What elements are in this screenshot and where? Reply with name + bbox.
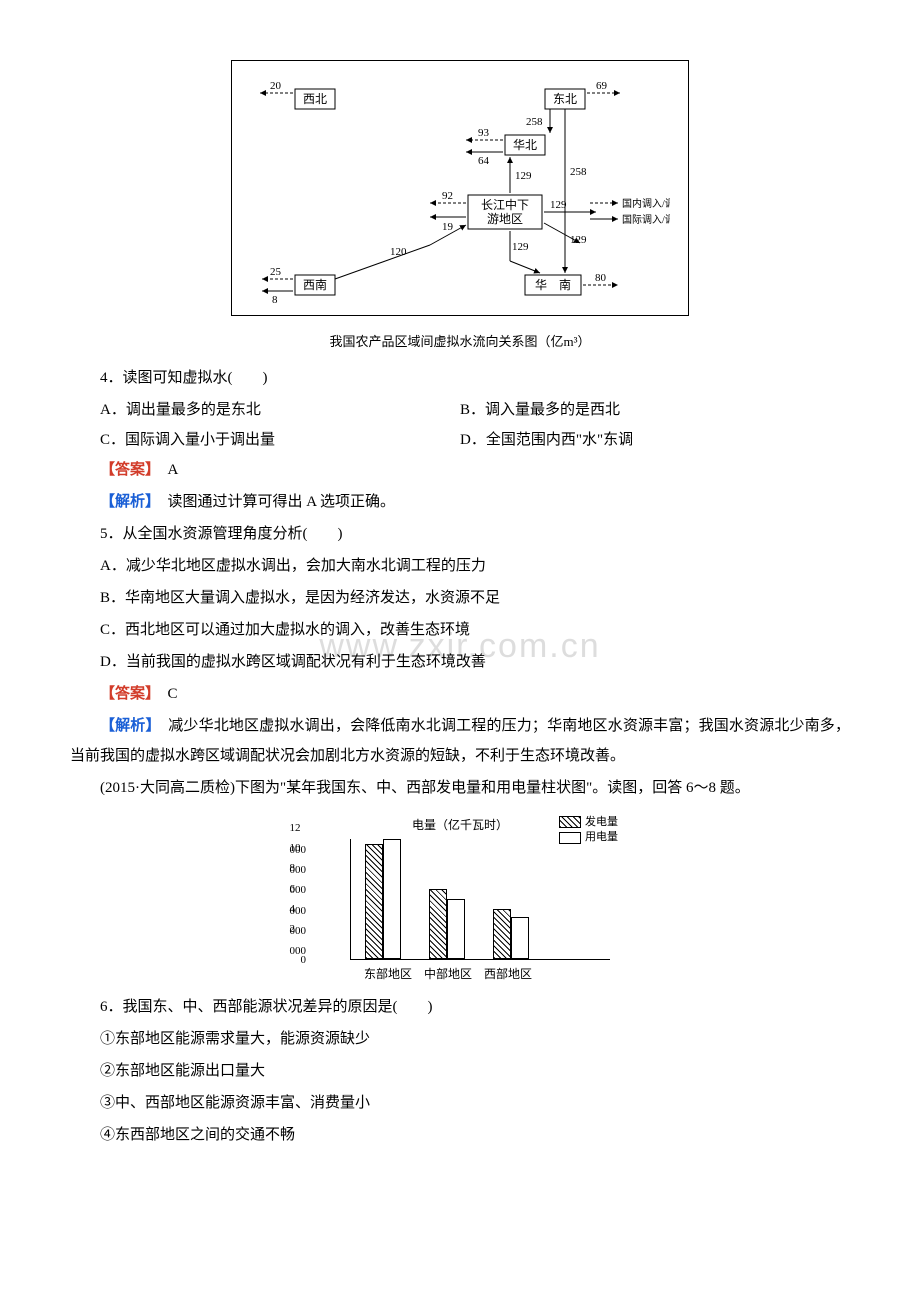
bar — [429, 889, 447, 959]
svg-text:258: 258 — [526, 116, 543, 128]
analysis-label: 【解析】 — [100, 718, 153, 734]
q5-option-a: A．减少华北地区虚拟水调出，会加大南水北调工程的压力 — [70, 551, 850, 581]
bar-pair — [493, 909, 529, 959]
flow-svg: 西北 东北 华北 长江中下 游地区 西南 华 南 20 69 93 64 258… — [250, 75, 670, 305]
svg-text:19: 19 — [442, 221, 454, 233]
q6-o2: ②东部地区能源出口量大 — [70, 1056, 850, 1086]
bar-pair — [429, 889, 465, 959]
node-xb: 西北 — [303, 92, 327, 106]
svg-text:80: 80 — [595, 272, 607, 284]
virtual-water-flow-diagram: 西北 东北 华北 长江中下 游地区 西南 华 南 20 69 93 64 258… — [231, 60, 689, 316]
answer-label: 【答案】 — [100, 462, 153, 478]
bar-pair — [365, 839, 401, 959]
q6-context: (2015·大同高二质检)下图为"某年我国东、中、西部发电量和用电量柱状图"。读… — [70, 773, 850, 803]
chart-plot-area — [350, 839, 610, 960]
svg-text:129: 129 — [550, 199, 567, 211]
q4-option-a: A．调出量最多的是东北 — [100, 395, 460, 425]
q4-stem: 4．读图可知虚拟水( ) — [70, 363, 850, 393]
q5-option-b: B．华南地区大量调入虚拟水，是因为经济发达，水资源不足 — [70, 583, 850, 613]
electricity-bar-chart: 电量（亿千瓦时） 发电量 用电量 0 2 000 4 000 6 000 8 0… — [310, 813, 610, 986]
svg-text:长江中下: 长江中下 — [481, 197, 529, 212]
legend-gen: 发电量 — [585, 816, 618, 828]
q4-option-c: C．国际调入量小于调出量 — [100, 425, 460, 455]
q5-answer: 【答案】 C — [70, 679, 850, 709]
analysis-label: 【解析】 — [100, 494, 153, 510]
node-hn: 华 南 — [535, 277, 571, 292]
bar — [447, 899, 465, 959]
svg-text:69: 69 — [596, 80, 608, 92]
node-db: 东北 — [553, 92, 577, 106]
q5-stem: 5．从全国水资源管理角度分析( ) — [70, 519, 850, 549]
q4-answer-value: A — [168, 462, 179, 478]
figure1-caption: 我国农产品区域间虚拟水流向关系图（亿m³） — [70, 329, 850, 355]
svg-text:120: 120 — [390, 246, 407, 258]
bar — [383, 839, 401, 959]
q6-stem: 6．我国东、中、西部能源状况差异的原因是( ) — [70, 992, 850, 1022]
svg-text:64: 64 — [478, 155, 490, 167]
q4-option-d: D．全国范围内西"水"东调 — [460, 425, 820, 455]
node-xn: 西南 — [303, 277, 327, 292]
q4-options-row2: C．国际调入量小于调出量 D．全国范围内西"水"东调 — [100, 425, 850, 455]
node-hb: 华北 — [513, 138, 537, 152]
q4-answer: 【答案】 A — [70, 455, 850, 485]
q4-option-b: B．调入量最多的是西北 — [460, 395, 820, 425]
chart-xlabels: 东部地区 中部地区 西部地区 — [364, 962, 610, 986]
q5-answer-value: C — [168, 686, 178, 702]
svg-text:游地区: 游地区 — [487, 212, 523, 226]
svg-text:93: 93 — [478, 127, 490, 139]
chart-yticks: 0 2 000 4 000 6 000 8 000 10 000 12 000 — [310, 839, 350, 960]
q4-analysis: 【解析】 读图通过计算可得出 A 选项正确。 — [70, 487, 850, 517]
q4-analysis-text: 读图通过计算可得出 A 选项正确。 — [168, 494, 396, 510]
answer-label: 【答案】 — [100, 686, 153, 702]
q5-option-d: D．当前我国的虚拟水跨区域调配状况有利于生态环境改善 — [70, 647, 850, 677]
svg-text:8: 8 — [272, 294, 278, 305]
q5-analysis: 【解析】 减少华北地区虚拟水调出，会降低南水北调工程的压力；华南地区水资源丰富；… — [70, 711, 850, 771]
bar — [365, 844, 383, 959]
svg-text:25: 25 — [270, 266, 282, 278]
svg-text:国际调入/调出: 国际调入/调出 — [622, 213, 670, 226]
q5-analysis-text: 减少华北地区虚拟水调出，会降低南水北调工程的压力；华南地区水资源丰富；我国水资源… — [70, 718, 850, 764]
q6-o1: ①东部地区能源需求量大，能源资源缺少 — [70, 1024, 850, 1054]
q4-options-row1: A．调出量最多的是东北 B．调入量最多的是西北 — [100, 395, 850, 425]
q6-o4: ④东西部地区之间的交通不畅 — [70, 1120, 850, 1150]
bar — [493, 909, 511, 959]
svg-text:92: 92 — [442, 190, 453, 202]
svg-text:129: 129 — [512, 241, 529, 253]
svg-text:129: 129 — [570, 234, 587, 246]
q6-o3: ③中、西部地区能源资源丰富、消费量小 — [70, 1088, 850, 1118]
svg-text:20: 20 — [270, 80, 282, 92]
svg-text:国内调入/调出: 国内调入/调出 — [622, 197, 670, 210]
bar — [511, 917, 529, 959]
svg-text:258: 258 — [570, 166, 587, 178]
svg-text:129: 129 — [515, 170, 532, 182]
q5-option-c: C．西北地区可以通过加大虚拟水的调入，改善生态环境 — [70, 615, 850, 645]
